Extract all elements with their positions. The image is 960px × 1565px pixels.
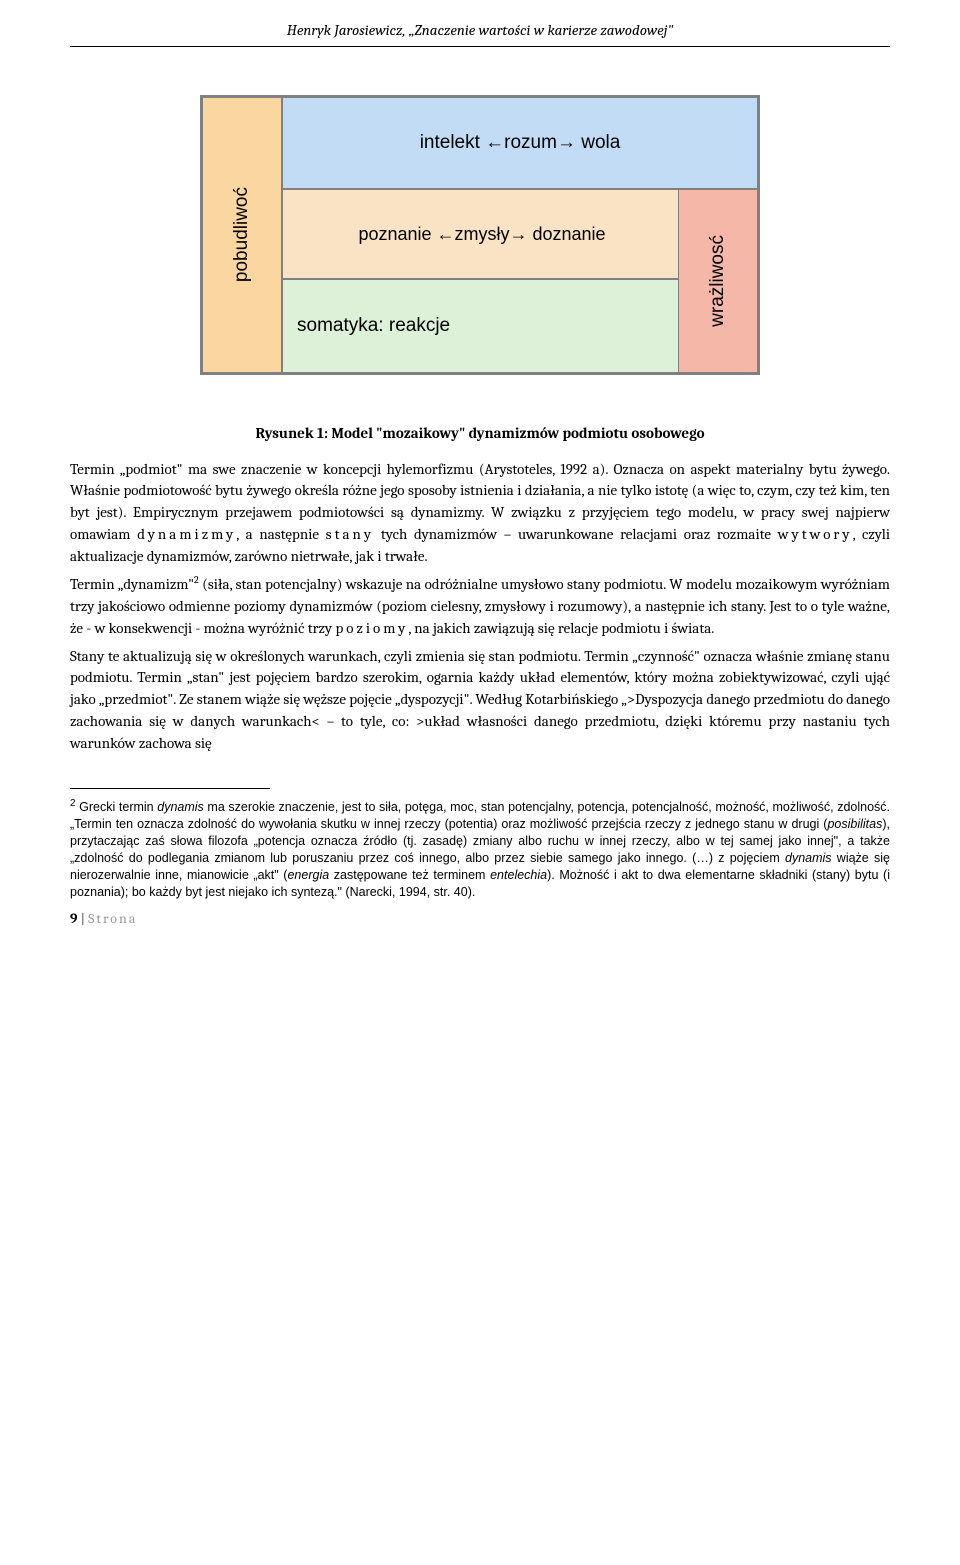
box-somatyka: somatyka: reakcje — [282, 279, 682, 373]
p2-a: Termin „dynamizm" — [70, 575, 194, 593]
footer-sep: | — [77, 910, 88, 927]
running-header: Henryk Jarosiewicz, „Znaczenie wartości … — [70, 20, 890, 47]
fn-e: zastępowane też terminem — [329, 868, 490, 882]
p1-b: , a następnie — [236, 525, 325, 543]
box-mid-label: poznanie ←zmysły→ doznanie — [358, 221, 605, 247]
box-bottom-label: somatyka: reakcje — [297, 312, 450, 340]
paragraph-2: Termin „dynamizm"2 (siła, stan potencjal… — [70, 573, 890, 639]
box-left-label: pobudliwoć — [228, 187, 256, 282]
fn-i3: dynamis — [785, 851, 832, 865]
paragraph-1: Termin „podmiot" ma swe znaczenie w konc… — [70, 459, 890, 568]
fn-i4: energia — [287, 868, 329, 882]
box-wrazliwosc: wrażliwosć — [678, 189, 758, 373]
box-pobudliwoc: pobudliwoć — [202, 97, 282, 373]
figure-caption: Rysunek 1: Model "mozaikowy" dynamizmów … — [70, 423, 890, 445]
p1-sp1: dynamizmy — [137, 525, 236, 543]
p1-sp2: stany — [326, 525, 374, 543]
page-footer: 9 | Strona — [70, 909, 890, 929]
box-poznanie: poznanie ←zmysły→ doznanie — [282, 189, 682, 279]
p1-c: tych dynamizmów – uwarunkowane relacjami… — [374, 525, 778, 543]
mosaic-diagram: pobudliwoć intelekt ←rozum→ wola poznani… — [200, 95, 760, 375]
box-right-label: wrażliwosć — [704, 235, 732, 327]
diagram-container: pobudliwoć intelekt ←rozum→ wola poznani… — [70, 95, 890, 375]
paragraph-3: Stany te aktualizują się w określonych w… — [70, 646, 890, 755]
p2-sp1: poziomy — [335, 619, 408, 637]
fn-i5: entelechia — [490, 868, 547, 882]
p1-sp3: wytwory — [778, 525, 853, 543]
p2-c: , na jakich zawiązują się relacje podmio… — [408, 619, 714, 637]
box-intelekt: intelekt ←rozum→ wola — [282, 97, 758, 189]
footnote-separator — [70, 788, 270, 789]
fn-a: Grecki termin — [76, 800, 158, 814]
fn-i1: dynamis — [157, 800, 204, 814]
footer-label: Strona — [88, 910, 137, 927]
footnote-2: 2 Grecki termin dynamis ma szerokie znac… — [70, 797, 890, 900]
box-top-label: intelekt ←rozum→ wola — [420, 129, 621, 157]
fn-i2: posibilitas — [827, 817, 882, 831]
